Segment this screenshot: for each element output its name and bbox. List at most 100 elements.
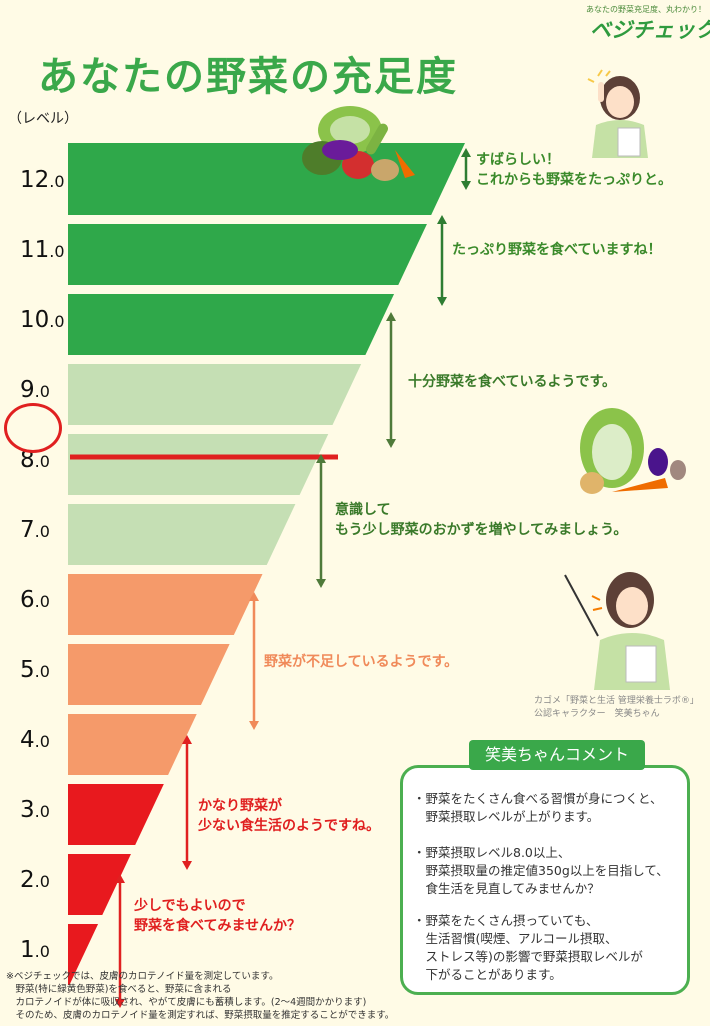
logo: ベジチェック <box>590 18 710 42</box>
comment-line: ・野菜をたくさん摂っていても、 <box>413 913 599 928</box>
comment-item-1: ・野菜をたくさん食べる習慣が身につくと、 野菜摂取レベルが上がります。 <box>413 790 663 826</box>
level-label-number: 3 <box>20 797 35 823</box>
level-band-5 <box>68 644 230 705</box>
page-title: あなたの野菜の充足度 <box>38 54 458 100</box>
level-band-3 <box>68 784 164 845</box>
level-band-12 <box>68 143 465 215</box>
arrow-level-2-3 <box>182 735 192 870</box>
footnote-line: 野菜(特に緑黄色野菜)を食べると、野菜に含まれる <box>6 984 232 995</box>
message-line: 少ない食生活のようですね。 <box>198 818 380 834</box>
level-label-number: 11 <box>20 237 50 263</box>
level-label-number: 12 <box>20 167 50 193</box>
comment-title: 笑美ちゃんコメント <box>469 740 645 770</box>
level-label-1: 1.0 <box>20 937 50 963</box>
message-line: 意識して <box>335 502 391 518</box>
comment-line: ・野菜をたくさん食べる習慣が身につくと、 <box>413 791 663 806</box>
level-label-decimal: .0 <box>34 662 50 681</box>
level-label-10: 10.0 <box>20 307 65 333</box>
arrow-level-1 <box>115 874 125 1008</box>
level-label-8: 8.0 <box>20 447 50 473</box>
level-band-9 <box>68 364 362 425</box>
level-label-decimal: .0 <box>34 522 50 541</box>
credit-line: 公認キャラクター 笑美ちゃん <box>534 709 660 719</box>
comment-line: 下がることがあります。 <box>413 967 562 982</box>
credit-line: カゴメ「野菜と生活 管理栄養士ラボ®」 <box>534 696 699 706</box>
message-line: これからも野菜をたっぷりと。 <box>476 172 672 188</box>
level-label-number: 8 <box>20 447 35 473</box>
comment-box: ・野菜をたくさん食べる習慣が身につくと、 野菜摂取レベルが上がります。 ・野菜摂… <box>400 765 690 995</box>
level-band-10 <box>68 294 395 355</box>
arrow-level-8-9 <box>386 312 396 448</box>
message-level-12: すばらしい！ これからも野菜をたっぷりと。 <box>476 150 672 190</box>
footnote-line: そのため、皮膚のカロテノイド量を測定すれば、野菜摂取量を推定することができます。 <box>6 1010 395 1021</box>
comment-line: 野菜摂取レベルが上がります。 <box>413 809 600 824</box>
current-level-circle <box>4 403 62 453</box>
level-band-4 <box>68 714 197 775</box>
level-label-2: 2.0 <box>20 867 50 893</box>
character-credit: カゴメ「野菜と生活 管理栄養士ラボ®」 公認キャラクター 笑美ちゃん <box>534 695 699 721</box>
level-label-decimal: .0 <box>34 942 50 961</box>
logo-tagline: あなたの野菜充足度、丸わかり！ <box>586 5 706 14</box>
arrow-level-6-7 <box>316 454 326 588</box>
level-band-7 <box>68 504 296 565</box>
comment-line: 食生活を見直してみませんか？ <box>413 881 600 896</box>
message-level-6: 意識して もう少し野菜のおかずを増やしてみましょう。 <box>335 500 627 540</box>
message-line: 十分野菜を食べているようです。 <box>408 374 617 390</box>
level-label-12: 12.0 <box>20 167 65 193</box>
level-label-11: 11.0 <box>20 237 65 263</box>
level-label-7: 7.0 <box>20 517 50 543</box>
vegetables-illustration-middle <box>580 408 686 494</box>
level-label-decimal: .0 <box>34 592 50 611</box>
level-label-5: 5.0 <box>20 657 50 683</box>
footnote-line: ※ベジチェックでは、皮膚のカロテノイド量を測定しています。 <box>6 971 279 982</box>
level-label-decimal: .0 <box>34 732 50 751</box>
footnote-line: カロテノイドが体に吸収され、やがて皮膚にも蓄積します。(2〜4週間かかります) <box>6 997 367 1008</box>
vegetables-illustration-top <box>302 106 415 181</box>
message-level-2: かなり野菜が 少ない食生活のようですね。 <box>198 796 380 836</box>
level-label-decimal: .0 <box>49 172 65 191</box>
message-line: すばらしい！ <box>476 152 560 168</box>
level-label-decimal: .0 <box>34 872 50 891</box>
level-label-3: 3.0 <box>20 797 50 823</box>
comment-line: ストレス等)の影響で野菜摂取レベルが <box>413 949 643 964</box>
level-label-decimal: .0 <box>34 382 50 401</box>
message-line: かなり野菜が <box>198 798 282 814</box>
comment-line: ・野菜摂取レベル8.0以上、 <box>413 845 571 860</box>
arrow-level-10-11 <box>437 215 447 306</box>
arrow-level-12 <box>461 148 471 190</box>
level-label-decimal: .0 <box>34 452 50 471</box>
message-level-4: 野菜が不足しているようです。 <box>264 652 458 672</box>
message-level-8: 十分野菜を食べているようです。 <box>408 372 616 392</box>
level-label-decimal: .0 <box>34 802 50 821</box>
level-label-number: 6 <box>20 587 35 613</box>
comment-line: 生活習慣(喫煙、アルコール摂取、 <box>413 931 618 946</box>
comment-item-3: ・野菜をたくさん摂っていても、 生活習慣(喫煙、アルコール摂取、 ストレス等)の… <box>413 912 643 984</box>
message-level-10: たっぷり野菜を食べていますね！ <box>452 240 661 260</box>
level-label-number: 2 <box>20 867 35 893</box>
level-band-11 <box>68 224 427 285</box>
character-emi-chan-top <box>587 69 648 158</box>
message-line: たっぷり野菜を食べていますね！ <box>452 242 662 258</box>
level-label-number: 7 <box>20 517 35 543</box>
level-label-4: 4.0 <box>20 727 50 753</box>
level-label-decimal: .0 <box>49 312 65 331</box>
character-emi-chan-bottom <box>564 572 670 690</box>
level-label-6: 6.0 <box>20 587 50 613</box>
level-label-number: 5 <box>20 657 35 683</box>
message-level-1: 少しでもよいので 野菜を食べてみませんか？ <box>134 896 301 936</box>
level-band-8 <box>68 434 329 495</box>
message-line: 少しでもよいので <box>134 898 246 914</box>
level-band-6 <box>68 574 263 635</box>
level-label-number: 10 <box>20 307 50 333</box>
level-label-9: 9.0 <box>20 377 50 403</box>
footnote: ※ベジチェックでは、皮膚のカロテノイド量を測定しています。 野菜(特に緑黄色野菜… <box>6 970 394 1022</box>
message-line: 野菜を食べてみませんか？ <box>134 918 302 934</box>
arrow-level-4-5 <box>249 592 259 730</box>
level-label-decimal: .0 <box>49 242 65 261</box>
level-label-number: 1 <box>20 937 35 963</box>
level-unit-label: （レベル） <box>8 111 78 127</box>
comment-item-2: ・野菜摂取レベル8.0以上、 野菜摂取量の推定値350g以上を目指して、 食生活… <box>413 844 669 898</box>
level-label-number: 4 <box>20 727 35 753</box>
level-band-1 <box>68 924 99 985</box>
